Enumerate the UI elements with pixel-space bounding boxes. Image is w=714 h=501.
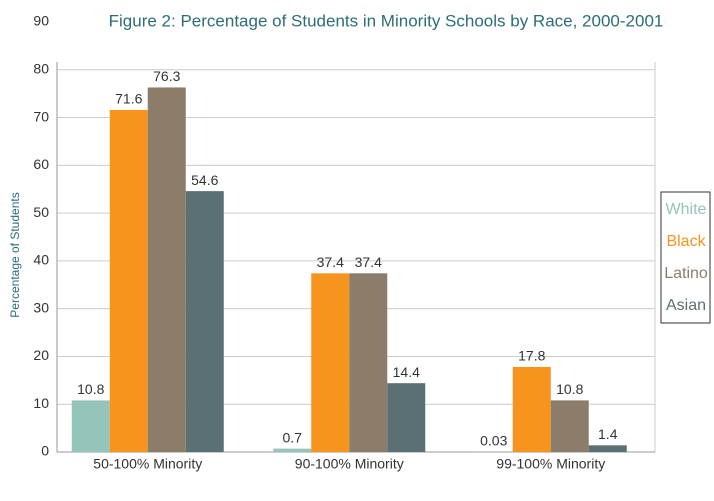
x-tick-label: 50-100% Minority	[93, 456, 202, 472]
value-label: 54.6	[191, 172, 218, 188]
y-tick-label: 20	[33, 347, 49, 363]
legend-box	[660, 191, 711, 324]
bar	[349, 273, 388, 452]
value-label: 37.4	[355, 254, 382, 270]
bar	[550, 400, 589, 452]
value-label: 17.8	[518, 348, 545, 364]
y-tick-label: 30	[33, 299, 49, 315]
value-label: 10.8	[77, 381, 104, 397]
bar	[311, 273, 350, 452]
value-label: 10.8	[556, 381, 583, 397]
y-axis-label: Percentage of Students	[8, 192, 22, 317]
bar	[387, 383, 426, 452]
chart-title: Figure 2: Percentage of Students in Mino…	[109, 11, 664, 30]
y-tick-label: 70	[33, 108, 49, 124]
bar	[109, 109, 148, 453]
legend-entry: White	[666, 201, 707, 218]
y-tick-label: 50	[33, 204, 49, 220]
value-label: 37.4	[317, 254, 344, 270]
bar	[71, 400, 110, 452]
legend-entry: Asian	[666, 297, 706, 314]
value-label: 0.03	[480, 433, 507, 449]
value-label: 14.4	[393, 364, 420, 380]
y-tick-label: 60	[33, 156, 49, 172]
value-label: 71.6	[115, 91, 142, 107]
legend-entry: Latino	[664, 265, 708, 282]
x-tick-label: 99-100% Minority	[496, 456, 605, 472]
y-tick-label: 10	[33, 395, 49, 411]
legend-entry: Black	[666, 233, 706, 250]
y-tick-label: 40	[33, 252, 49, 268]
value-label: 76.3	[153, 68, 180, 84]
bar	[147, 87, 186, 452]
bar	[512, 366, 551, 452]
bar	[185, 191, 224, 452]
bar	[588, 445, 627, 452]
value-label: 0.7	[283, 429, 303, 445]
y-tick-label: 80	[33, 60, 49, 76]
x-tick-label: 90-100% Minority	[295, 456, 404, 472]
value-label: 1.4	[598, 426, 618, 442]
y-tick-label: 0	[41, 443, 49, 459]
bar	[273, 448, 312, 452]
y-tick-label: 90	[33, 13, 49, 29]
